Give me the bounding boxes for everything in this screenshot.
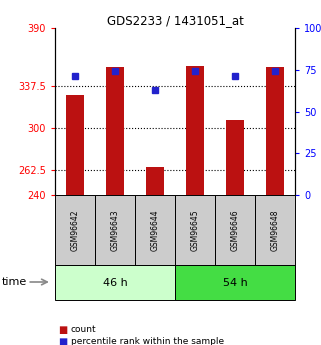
Bar <box>266 67 284 195</box>
Bar <box>215 195 255 265</box>
Bar <box>95 195 135 265</box>
Text: GSM96645: GSM96645 <box>190 209 199 251</box>
Text: percentile rank within the sample: percentile rank within the sample <box>71 337 224 345</box>
Text: GSM96644: GSM96644 <box>151 209 160 251</box>
Bar <box>255 195 295 265</box>
Bar <box>106 67 124 195</box>
Bar <box>55 265 175 300</box>
Text: GSM96648: GSM96648 <box>271 209 280 251</box>
Bar <box>135 195 175 265</box>
Bar <box>175 195 215 265</box>
Text: ■: ■ <box>58 325 67 335</box>
Text: GSM96643: GSM96643 <box>110 209 119 251</box>
Bar <box>146 167 164 195</box>
Text: GSM96642: GSM96642 <box>71 209 80 251</box>
Text: 54 h: 54 h <box>223 277 247 287</box>
Text: GSM96646: GSM96646 <box>230 209 239 251</box>
Text: 46 h: 46 h <box>103 277 127 287</box>
Bar <box>226 120 244 195</box>
Title: GDS2233 / 1431051_at: GDS2233 / 1431051_at <box>107 14 243 27</box>
Text: count: count <box>71 325 96 334</box>
Bar <box>66 95 84 195</box>
Bar <box>55 195 95 265</box>
Text: time: time <box>2 277 27 287</box>
Bar <box>175 265 295 300</box>
Text: ■: ■ <box>58 337 67 345</box>
Bar <box>186 66 204 195</box>
